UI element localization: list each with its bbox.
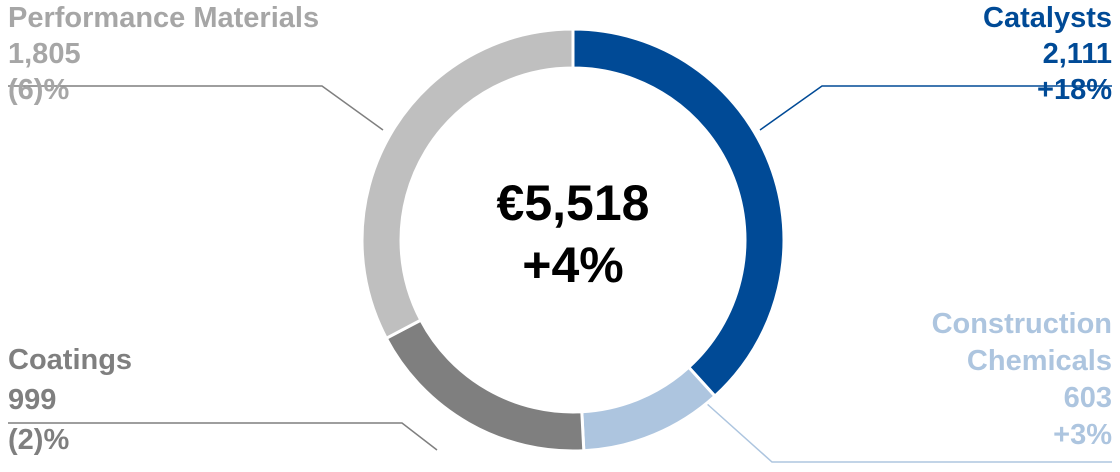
label: Construction Chemicals 603 +3% [912, 306, 1112, 454]
leader-line [705, 402, 1112, 463]
label-value: 603 [1063, 382, 1112, 414]
leader-line [8, 85, 384, 131]
label-change: (2)% [8, 424, 70, 456]
leader-line [759, 85, 1112, 131]
label: Coatings 999 (2)% [8, 340, 132, 460]
label-value: 2,111 [1042, 38, 1112, 70]
label-change: +18% [1037, 74, 1112, 106]
donut-segment [580, 365, 718, 453]
label-name: Performance Materials [8, 2, 320, 34]
donut-segment [360, 27, 575, 341]
center-change: +4% [522, 237, 624, 293]
label-name: Coatings [8, 344, 133, 376]
donut-segment [384, 318, 586, 453]
label: Performance Materials 1,805 (6)% [8, 0, 319, 108]
label-value: 999 [8, 384, 57, 416]
center-total: €5,518 [496, 175, 650, 231]
label: Catalysts 2,111 +18% [983, 0, 1112, 108]
label-value: 1,805 [8, 38, 81, 70]
label-name: Construction Chemicals [931, 308, 1112, 377]
leader-line [8, 422, 438, 451]
label-name: Catalysts [983, 2, 1112, 34]
label-change: (6)% [8, 74, 70, 106]
label-change: +3% [1053, 419, 1112, 451]
